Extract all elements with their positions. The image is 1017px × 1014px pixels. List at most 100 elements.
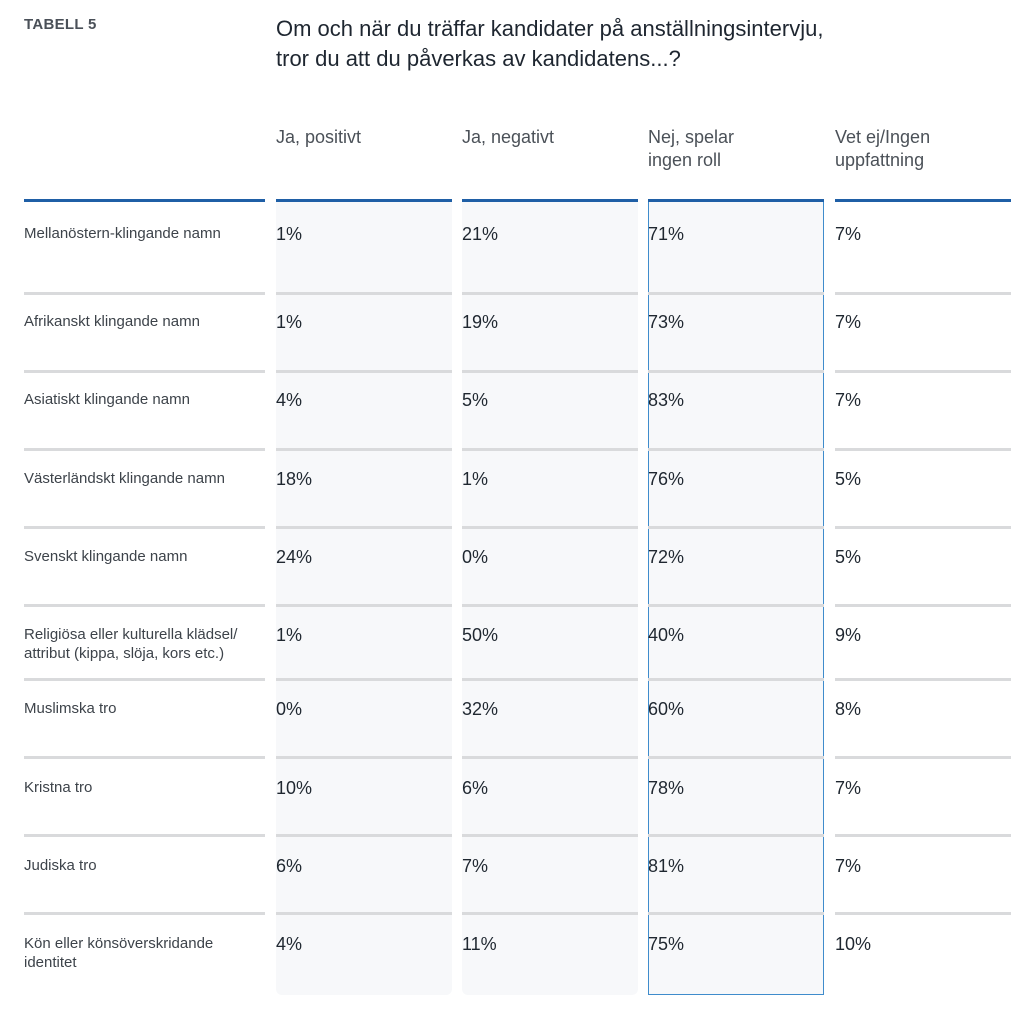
- row-divider: [648, 526, 824, 529]
- table-cell: 4%: [276, 934, 303, 954]
- column-header-line: Ja, negativt: [462, 127, 555, 147]
- row-divider: [276, 678, 452, 681]
- column-header: Nej, spelar ingen roll: [648, 126, 824, 172]
- title-line-1: Om och när du träffar kandidater på anst…: [276, 16, 824, 41]
- row-divider: [24, 912, 265, 915]
- row-label: Muslimska tro: [24, 699, 260, 718]
- table-cell: 1%: [276, 312, 303, 332]
- header-rule: [835, 199, 1011, 202]
- column-header: Vet ej/Ingen uppfattning: [835, 126, 1011, 172]
- table-cell: 6%: [276, 856, 303, 876]
- table-cell: 5%: [835, 547, 862, 567]
- row-label-line: Kön eller könsöverskridande: [24, 935, 214, 952]
- row-divider: [24, 292, 265, 295]
- row-divider: [276, 292, 452, 295]
- table-cell: 4%: [276, 390, 303, 410]
- row-label-line: attribut (kippa, slöja, kors etc.): [24, 645, 225, 662]
- row-divider: [276, 526, 452, 529]
- row-divider: [462, 370, 638, 373]
- row-divider: [648, 448, 824, 451]
- row-divider: [462, 834, 638, 837]
- row-divider: [648, 370, 824, 373]
- column-header: Ja, negativt: [462, 126, 638, 149]
- table-cell: 40%: [648, 625, 685, 645]
- table-cell: 18%: [276, 469, 313, 489]
- table-cell: 19%: [462, 312, 499, 332]
- table-cell: 78%: [648, 778, 685, 798]
- row-label-line: Kristna tro: [24, 779, 93, 796]
- row-divider: [648, 912, 824, 915]
- row-divider: [648, 604, 824, 607]
- column-header-line: Nej, spelar: [648, 127, 735, 147]
- row-divider: [462, 526, 638, 529]
- table-cell: 0%: [276, 699, 303, 719]
- table-cell: 11%: [462, 934, 497, 954]
- row-divider: [24, 834, 265, 837]
- row-label-line: Religiösa eller kulturella klädsel/: [24, 626, 238, 643]
- row-label: Mellanöstern-klingande namn: [24, 224, 260, 243]
- row-divider: [24, 678, 265, 681]
- row-label: Afrikanskt klingande namn: [24, 312, 260, 331]
- row-divider: [835, 834, 1011, 837]
- row-label: Svenskt klingande namn: [24, 547, 260, 566]
- table-cell: 1%: [276, 224, 303, 244]
- table-cell: 10%: [276, 778, 313, 798]
- table-cell: 7%: [462, 856, 489, 876]
- row-label: Asiatiskt klingande namn: [24, 390, 260, 409]
- table-cell: 7%: [835, 224, 862, 244]
- row-label-line: Mellanöstern-klingande namn: [24, 225, 221, 242]
- row-divider: [276, 370, 452, 373]
- table-cell: 60%: [648, 699, 685, 719]
- table-cell: 76%: [648, 469, 685, 489]
- column-header: Ja, positivt: [276, 126, 452, 149]
- header-rule: [24, 199, 265, 202]
- row-divider: [835, 292, 1011, 295]
- table-cell: 1%: [462, 469, 489, 489]
- table-cell: 21%: [462, 224, 499, 244]
- column-header-line: ingen roll: [648, 150, 722, 170]
- table-cell: 81%: [648, 856, 685, 876]
- table-cell: 7%: [835, 312, 862, 332]
- row-divider: [648, 756, 824, 759]
- row-label: Kristna tro: [24, 778, 260, 797]
- table-cell: 6%: [462, 778, 489, 798]
- row-divider: [24, 370, 265, 373]
- row-divider: [276, 834, 452, 837]
- row-label: Judiska tro: [24, 856, 260, 875]
- column-header-line: Vet ej/Ingen: [835, 127, 931, 147]
- row-divider: [24, 604, 265, 607]
- table-cell: 75%: [648, 934, 685, 954]
- table-cell: 0%: [462, 547, 489, 567]
- row-label-line: Asiatiskt klingande namn: [24, 391, 190, 408]
- row-label-line: Muslimska tro: [24, 700, 117, 717]
- header-rule: [462, 199, 638, 202]
- table-cell: 7%: [835, 856, 862, 876]
- row-label-line: identitet: [24, 954, 77, 971]
- row-divider: [835, 912, 1011, 915]
- row-divider: [835, 370, 1011, 373]
- title-line-2: tror du att du påverkas av kandidatens..…: [276, 46, 681, 71]
- row-divider: [276, 912, 452, 915]
- table-cell: 71%: [648, 224, 685, 244]
- table-cell: 8%: [835, 699, 862, 719]
- column-header-line: Ja, positivt: [276, 127, 362, 147]
- table-cell: 73%: [648, 312, 685, 332]
- row-divider: [648, 678, 824, 681]
- column-background: [276, 200, 452, 995]
- row-divider: [462, 912, 638, 915]
- table-cell: 7%: [835, 390, 862, 410]
- row-divider: [835, 756, 1011, 759]
- column-background: [462, 200, 638, 995]
- row-label-line: Svenskt klingande namn: [24, 548, 188, 565]
- row-label-line: Judiska tro: [24, 857, 97, 874]
- row-divider: [24, 526, 265, 529]
- row-divider: [648, 834, 824, 837]
- row-divider: [24, 448, 265, 451]
- row-label-line: Västerländskt klingande namn: [24, 470, 225, 487]
- table-title: Om och när du träffar kandidater på anst…: [276, 14, 996, 74]
- column-background: [648, 200, 824, 995]
- row-divider: [835, 448, 1011, 451]
- header-rule: [276, 199, 452, 202]
- row-divider: [276, 756, 452, 759]
- column-header-line: uppfattning: [835, 150, 925, 170]
